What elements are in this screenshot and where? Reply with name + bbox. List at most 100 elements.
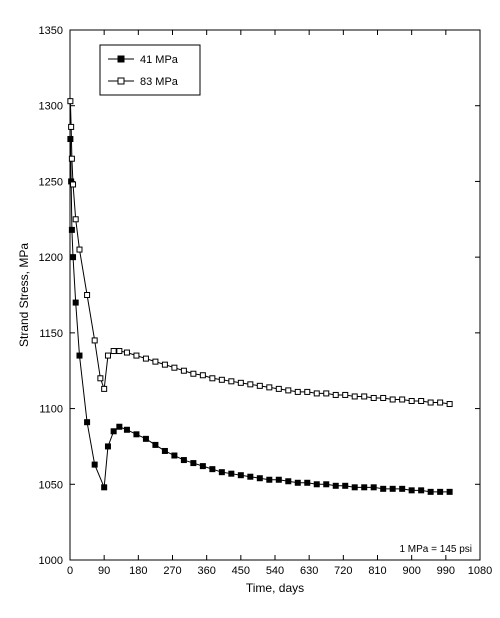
legend-marker: [118, 78, 124, 84]
series-marker: [162, 448, 167, 453]
series-marker: [352, 485, 357, 490]
series-marker: [191, 461, 196, 466]
series-marker: [153, 442, 158, 447]
series-marker: [172, 453, 177, 458]
x-tick-label: 180: [129, 565, 147, 577]
series-marker: [295, 480, 300, 485]
series-marker: [117, 349, 122, 354]
series-marker: [371, 485, 376, 490]
series-marker: [105, 444, 110, 449]
series-marker: [390, 486, 395, 491]
series-marker: [68, 137, 73, 142]
series-marker: [419, 399, 424, 404]
series-marker: [69, 124, 74, 129]
x-tick-label: 990: [437, 565, 455, 577]
plot-border: [70, 30, 480, 560]
x-tick-label: 720: [334, 565, 352, 577]
series-marker: [85, 420, 90, 425]
series-marker: [238, 473, 243, 478]
series-marker: [409, 399, 414, 404]
series-marker: [343, 483, 348, 488]
series-marker: [69, 227, 74, 232]
series-marker: [352, 394, 357, 399]
series-marker: [85, 293, 90, 298]
series-marker: [181, 458, 186, 463]
series-marker: [343, 392, 348, 397]
series-marker: [305, 480, 310, 485]
legend-label: 83 MPa: [140, 76, 179, 88]
series-marker: [257, 383, 262, 388]
x-tick-label: 450: [232, 565, 250, 577]
series-marker: [69, 156, 74, 161]
series-marker: [409, 488, 414, 493]
y-tick-label: 1350: [39, 25, 63, 37]
series-marker: [162, 362, 167, 367]
series-marker: [333, 392, 338, 397]
series-marker: [229, 379, 234, 384]
series-line-1: [70, 101, 449, 404]
series-marker: [305, 389, 310, 394]
series-marker: [200, 464, 205, 469]
x-tick-label: 0: [67, 565, 73, 577]
series-marker: [210, 467, 215, 472]
series-marker: [73, 217, 78, 222]
series-marker: [200, 373, 205, 378]
unit-note: 1 MPa = 145 psi: [399, 544, 472, 555]
series-marker: [181, 368, 186, 373]
series-marker: [117, 424, 122, 429]
series-marker: [92, 462, 97, 467]
series-marker: [438, 489, 443, 494]
series-marker: [400, 397, 405, 402]
series-marker: [71, 182, 76, 187]
series-marker: [111, 349, 116, 354]
x-tick-label: 900: [402, 565, 420, 577]
series-marker: [267, 477, 272, 482]
legend-marker: [118, 56, 124, 62]
x-tick-label: 360: [197, 565, 215, 577]
series-marker: [333, 483, 338, 488]
y-tick-label: 1100: [39, 404, 63, 416]
series-marker: [419, 488, 424, 493]
series-marker: [362, 394, 367, 399]
series-marker: [219, 377, 224, 382]
x-tick-label: 270: [163, 565, 181, 577]
series-marker: [134, 432, 139, 437]
series-marker: [438, 400, 443, 405]
series-marker: [447, 489, 452, 494]
y-tick-label: 1000: [39, 555, 63, 567]
y-tick-label: 1250: [39, 176, 63, 188]
legend-label: 41 MPa: [140, 54, 179, 66]
series-marker: [71, 255, 76, 260]
y-tick-label: 1200: [39, 252, 63, 264]
series-marker: [124, 427, 129, 432]
x-tick-label: 90: [98, 565, 110, 577]
series-marker: [111, 429, 116, 434]
series-marker: [276, 477, 281, 482]
x-tick-label: 1080: [468, 565, 492, 577]
series-marker: [102, 386, 107, 391]
series-marker: [143, 356, 148, 361]
series-marker: [73, 300, 78, 305]
series-marker: [77, 353, 82, 358]
series-marker: [371, 395, 376, 400]
series-marker: [210, 376, 215, 381]
x-tick-label: 810: [368, 565, 386, 577]
series-marker: [362, 485, 367, 490]
series-marker: [257, 476, 262, 481]
series-marker: [400, 486, 405, 491]
series-marker: [77, 247, 82, 252]
series-marker: [219, 470, 224, 475]
x-axis-label: Time, days: [246, 581, 304, 595]
series-marker: [428, 489, 433, 494]
series-marker: [295, 389, 300, 394]
series-marker: [105, 353, 110, 358]
series-marker: [68, 99, 73, 104]
y-tick-label: 1050: [39, 479, 63, 491]
series-marker: [381, 486, 386, 491]
series-marker: [134, 353, 139, 358]
series-marker: [276, 386, 281, 391]
series-marker: [238, 380, 243, 385]
x-tick-label: 630: [300, 565, 318, 577]
series-marker: [143, 436, 148, 441]
series-marker: [324, 482, 329, 487]
